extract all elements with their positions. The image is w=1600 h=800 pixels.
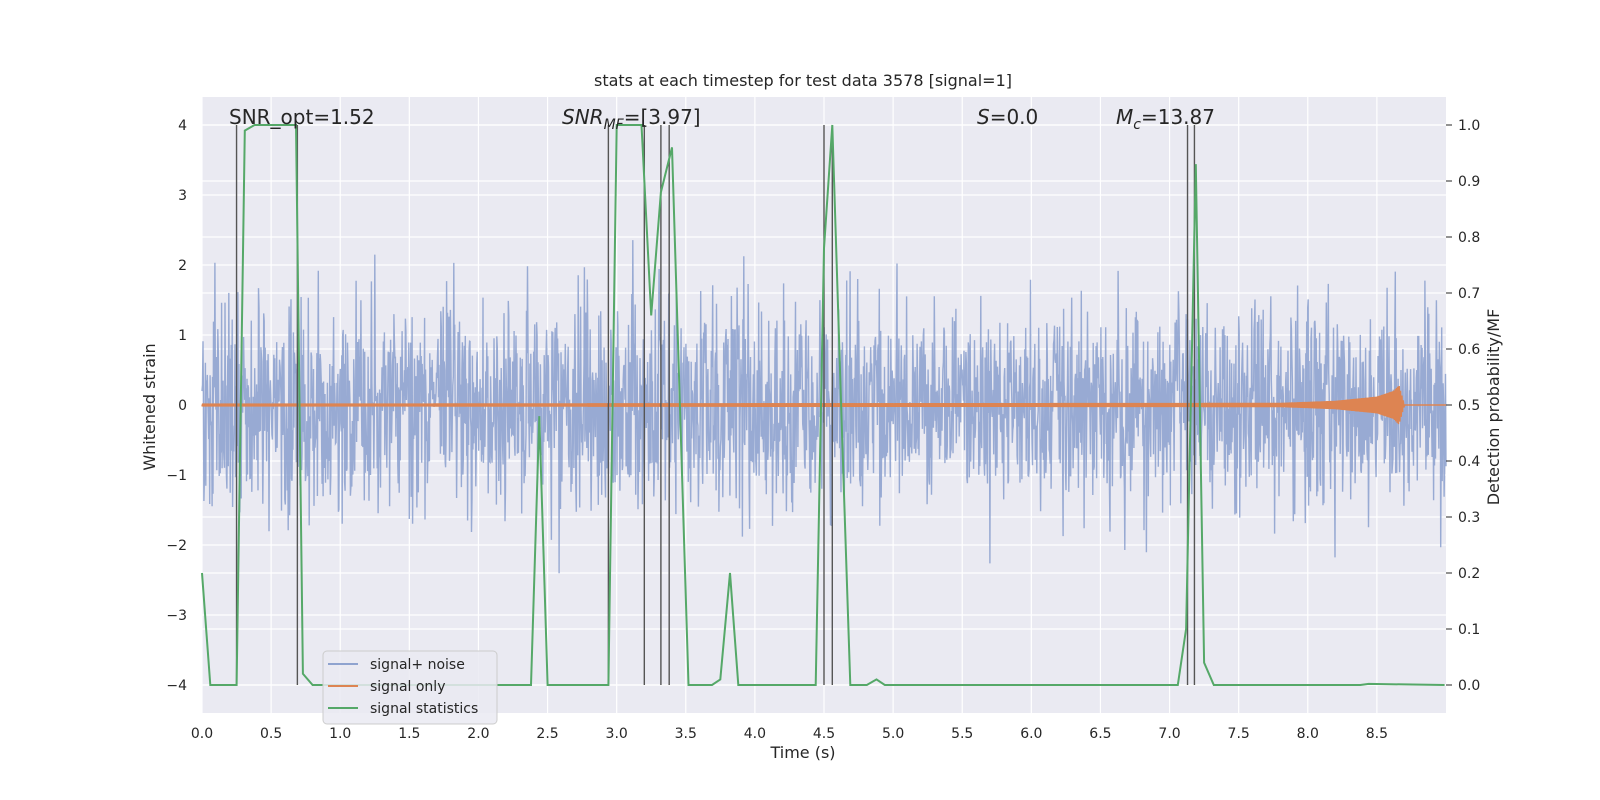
y-tick-label: 3	[178, 188, 187, 204]
x-tick-label: 4.5	[813, 726, 835, 742]
legend-box	[322, 650, 498, 725]
mc-value: =13.87	[1141, 105, 1215, 129]
legend-label-signal: signal only	[370, 679, 445, 695]
x-axis-ticks: 0.0 0.5 1.0 1.5 2.0 2.5 3.0 3.5 4.0 4.5 5.0 5.5 6.0 6…	[191, 726, 1388, 742]
x-tick-label: 2.0	[467, 726, 489, 742]
y2-tick-label: 1.0	[1458, 118, 1480, 134]
y2-tick-label: 0.0	[1458, 678, 1480, 694]
y2-tick-label: 0.2	[1458, 566, 1480, 582]
signal-statistics-series	[201, 124, 1445, 686]
y2-tick-label: 0.3	[1458, 510, 1480, 526]
x-tick-label: 8.0	[1297, 726, 1319, 742]
y2-tick-label: 0.8	[1458, 230, 1480, 246]
x-tick-label: 1.0	[329, 726, 351, 742]
snr-opt-annotation: SNR_opt=1.52	[229, 105, 375, 129]
snr-mf-main: SNR	[562, 105, 604, 129]
y-tick-label: 0	[178, 398, 187, 414]
x-tick-label: 7.5	[1228, 726, 1250, 742]
x-tick-label: 4.0	[744, 726, 766, 742]
chart-title: stats at each timestep for test data 357…	[594, 71, 1012, 90]
legend-label-noise: signal+ noise	[370, 657, 465, 673]
signal-only-series	[201, 385, 1446, 425]
y-tick-label: 2	[178, 258, 187, 274]
y2-axis-label: Detection probability/MF	[1484, 309, 1503, 506]
x-tick-label: 2.5	[536, 726, 558, 742]
y-tick-label: −1	[166, 468, 187, 484]
y-tick-label: 1	[178, 328, 187, 344]
x-tick-label: 5.5	[951, 726, 973, 742]
y-tick-label: −4	[166, 678, 187, 694]
snr-mf-sub: MF	[604, 117, 625, 133]
x-tick-label: 1.5	[398, 726, 420, 742]
s-value: =0.0	[990, 105, 1039, 129]
x-tick-label: 7.0	[1158, 726, 1180, 742]
x-tick-label: 6.5	[1089, 726, 1111, 742]
stats-line	[201, 124, 1445, 686]
s-annotation: S=0.0	[977, 105, 1038, 129]
x-tick-label: 6.0	[1020, 726, 1042, 742]
y2-tick-label: 0.7	[1458, 286, 1480, 302]
y-tick-label: −3	[166, 608, 187, 624]
x-tick-label: 3.0	[606, 726, 628, 742]
mc-main: M	[1116, 105, 1133, 129]
x-tick-label: 0.5	[260, 726, 282, 742]
y-axis-ticks: −4 −3 −2 −1 0 1 2 3 4	[166, 118, 187, 694]
y-tick-label: −2	[166, 538, 187, 554]
mc-annotation: Mc=13.87	[1116, 105, 1215, 133]
s-main: S	[977, 105, 990, 129]
signal-line	[201, 385, 1446, 425]
snr-mf-value: =[3.97]	[624, 105, 701, 129]
x-axis-label: Time (s)	[769, 743, 835, 762]
x-tick-label: 0.0	[191, 726, 213, 742]
y2-tick-label: 0.4	[1458, 454, 1480, 470]
y2-axis-ticks: 0.0 0.1 0.2 0.3 0.4 0.5 0.6 0.7 0.8 0.9 1.0	[1446, 118, 1480, 694]
y2-tick-label: 0.9	[1458, 174, 1480, 190]
mc-sub: c	[1133, 117, 1141, 133]
x-tick-label: 5.0	[882, 726, 904, 742]
x-tick-label: 3.5	[675, 726, 697, 742]
y-axis-label: Whitened strain	[140, 343, 159, 470]
y2-tick-label: 0.5	[1458, 398, 1480, 414]
x-tick-label: 8.5	[1366, 726, 1388, 742]
legend-label-stats: signal statistics	[370, 701, 478, 717]
y2-tick-label: 0.6	[1458, 342, 1480, 358]
legend: signal+ noise signal only signal statist…	[322, 650, 498, 725]
y2-tick-label: 0.1	[1458, 622, 1480, 638]
snr-mf-annotation: SNRMF=[3.97]	[562, 105, 701, 133]
y-tick-label: 4	[178, 118, 187, 134]
